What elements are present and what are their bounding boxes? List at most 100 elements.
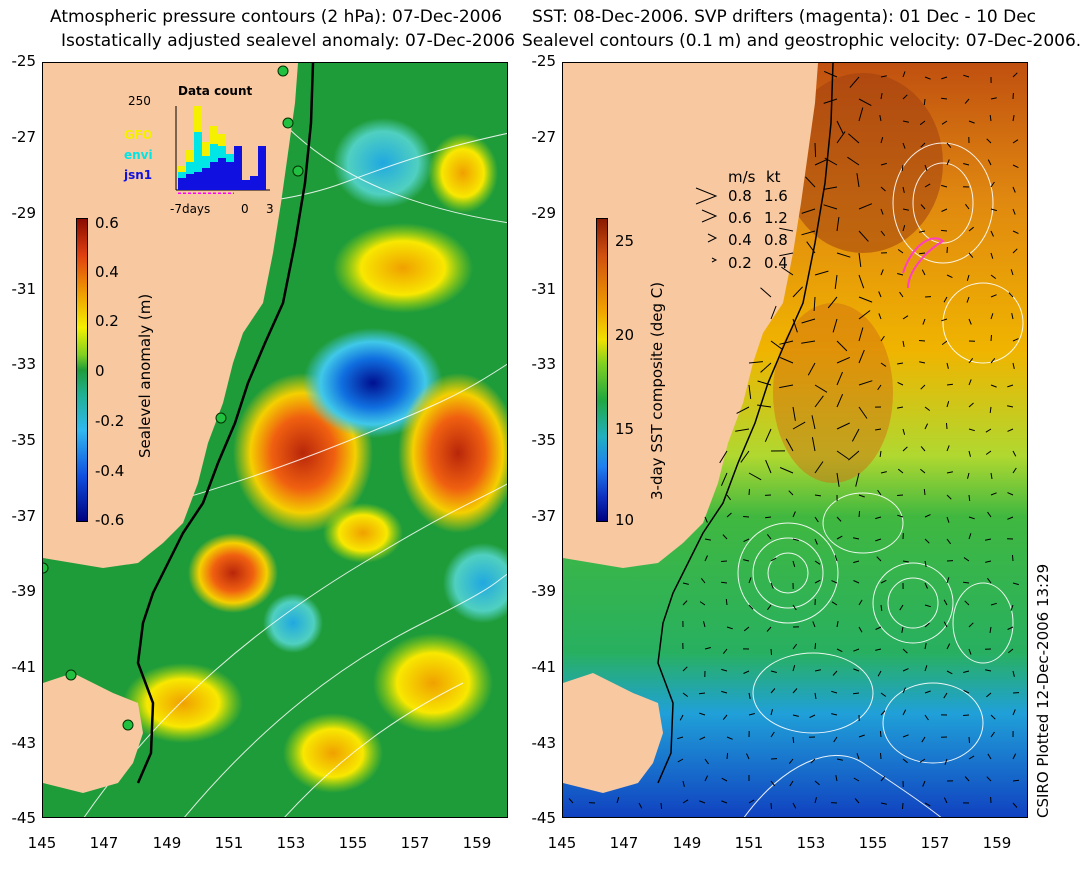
velocity-arrow	[858, 107, 864, 122]
velocity-arrow	[946, 362, 949, 369]
velocity-arrow	[788, 758, 794, 765]
velocity-arrow	[880, 335, 885, 342]
velocity-arrow	[964, 98, 970, 104]
velocity-arrow	[721, 581, 728, 584]
velocity-arrow	[748, 577, 752, 584]
velocity-arrow	[1012, 467, 1017, 474]
lat-tick: -45	[531, 809, 557, 827]
velocity-arrow	[880, 93, 883, 100]
lat-tick: -35	[531, 431, 557, 449]
velocity-arrow	[814, 158, 828, 166]
velocity-legend-ms-header: m/s	[728, 168, 756, 186]
velocity-arrow	[851, 428, 860, 442]
velocity-arrow	[880, 208, 884, 215]
velocity-arrow	[682, 780, 685, 787]
velocity-arrow	[722, 534, 728, 540]
velocity-arrow	[879, 730, 882, 738]
velocity-arrow	[987, 753, 992, 760]
velocity-arrow	[823, 186, 838, 190]
velocity-arrow	[726, 512, 732, 518]
velocity-arrow	[792, 643, 797, 650]
velocity-arrow	[811, 437, 816, 452]
velocity-arrow	[924, 406, 931, 411]
velocity-arrow	[726, 752, 729, 760]
velocity-arrow	[880, 692, 887, 697]
velocity-arrow	[880, 186, 886, 192]
lat-tick: -35	[11, 431, 37, 449]
velocity-arrow	[858, 349, 865, 364]
lat-tick: -25	[531, 52, 557, 70]
data-count-histogram: Data count	[174, 84, 270, 194]
velocity-arrow	[877, 489, 882, 496]
velocity-arrow	[897, 406, 904, 409]
velocity-arrow	[736, 406, 750, 414]
sst-cb-label: 3-day SST composite (deg C)	[648, 281, 666, 500]
velocity-arrow	[638, 802, 643, 809]
velocity-arrow	[858, 310, 871, 320]
lon-tick: 151	[734, 834, 764, 852]
velocity-arrow	[968, 357, 974, 364]
velocity-arrow	[765, 516, 772, 519]
velocity-arrow	[990, 230, 994, 237]
velocity-arrow	[924, 643, 927, 650]
velocity-arrow	[704, 758, 709, 765]
velocity-arrow	[809, 714, 816, 719]
velocity-arrow	[943, 692, 948, 699]
lon-tick: 159	[982, 834, 1012, 852]
velocity-arrow	[698, 692, 706, 695]
velocity-arrow	[902, 668, 909, 672]
hist-xlabel-mid: 0	[241, 202, 249, 216]
velocity-arrow	[1007, 428, 1014, 432]
velocity-arrow	[660, 802, 663, 810]
velocity-arrow	[880, 362, 887, 367]
velocity-arrow	[792, 318, 798, 333]
velocity-arrow	[836, 120, 844, 134]
velocity-arrow	[963, 74, 970, 78]
velocity-arrow	[743, 670, 750, 674]
velocity-arrow	[941, 318, 948, 322]
velocity-arrow	[946, 274, 953, 279]
velocity-arrow	[792, 736, 795, 744]
velocity-arrow	[987, 577, 992, 584]
velocity-arrow	[1012, 670, 1015, 677]
sealevel-colorbar	[76, 218, 88, 522]
velocity-arrow	[946, 422, 948, 430]
velocity-arrow	[858, 494, 865, 498]
velocity-arrow	[748, 361, 763, 364]
velocity-arrow	[941, 97, 948, 100]
velocity-legend-kt-3: 0.4	[764, 254, 788, 272]
velocity-arrow	[781, 266, 794, 276]
velocity-arrow	[1012, 753, 1017, 760]
velocity-arrow	[986, 692, 992, 698]
velocity-arrow	[1012, 362, 1015, 370]
velocity-arrow	[990, 313, 994, 320]
velocity-arrow	[853, 648, 860, 652]
velocity-arrow	[748, 799, 755, 804]
velocity-arrow	[946, 401, 950, 408]
velocity-arrow	[831, 690, 838, 694]
velocity-arrow	[854, 798, 860, 804]
velocity-arrow	[814, 560, 821, 565]
velocity-arrow	[902, 648, 908, 654]
lon-tick: 153	[796, 834, 826, 852]
velocity-arrow	[880, 802, 887, 805]
velocity-arrow	[964, 600, 970, 606]
velocity-arrow	[836, 356, 851, 364]
velocity-arrow	[924, 183, 931, 188]
velocity-arrow	[984, 538, 992, 541]
velocity-arrow	[941, 184, 948, 188]
velocity-arrow	[968, 494, 971, 502]
velocity-arrow	[990, 472, 993, 479]
velocity-arrow	[919, 361, 926, 364]
velocity-arrow	[946, 516, 950, 523]
lat-tick: -43	[11, 734, 37, 752]
velocity-arrow	[858, 380, 873, 386]
velocity-arrow	[875, 516, 882, 520]
velocity-arrow	[856, 173, 860, 188]
velocity-arrow	[836, 516, 842, 522]
velocity-legend-kt-1: 1.2	[764, 209, 788, 227]
velocity-arrow	[941, 120, 948, 125]
velocity-arrow	[764, 428, 772, 443]
velocity-arrow	[902, 560, 909, 563]
velocity-arrow	[966, 274, 970, 281]
